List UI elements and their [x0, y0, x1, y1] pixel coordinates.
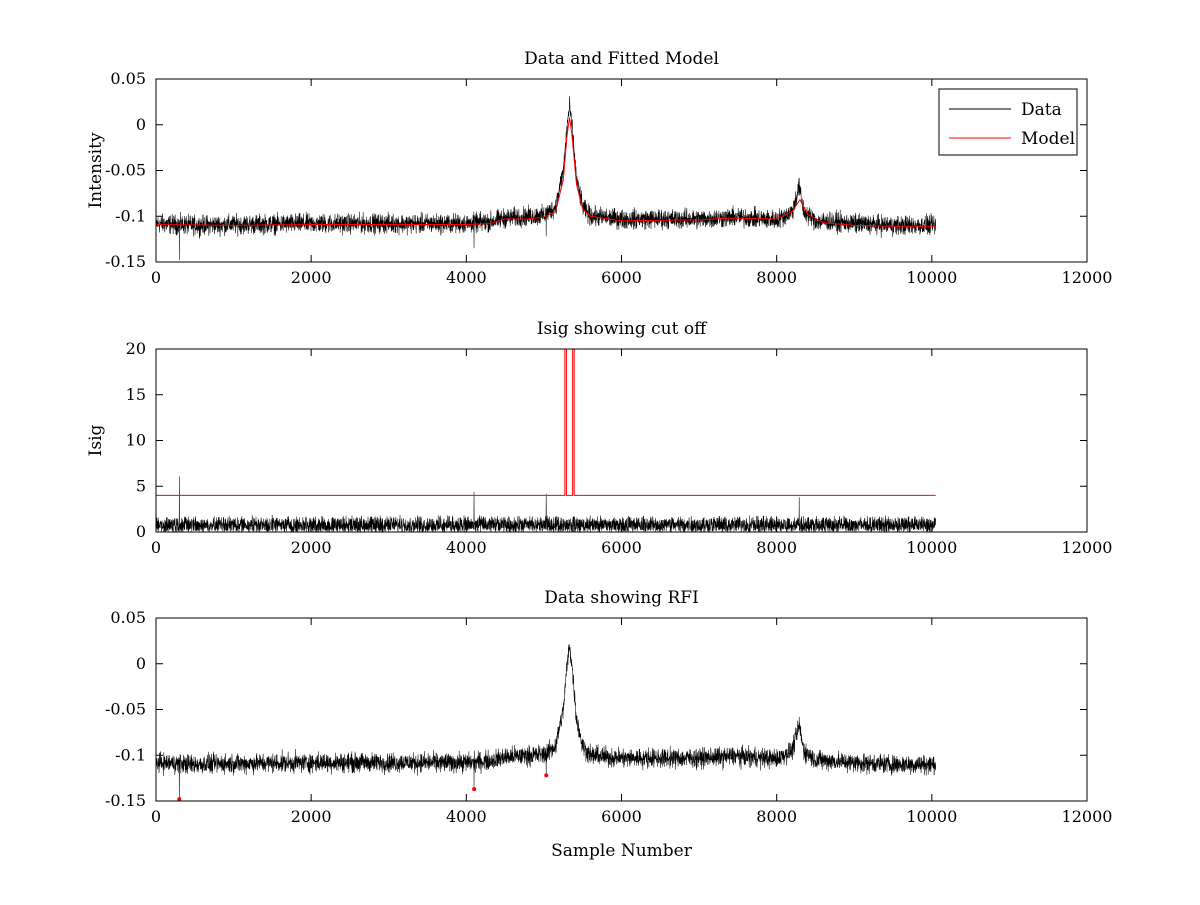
y-tick-label: 0 — [136, 115, 146, 134]
y-tick-label: -0.1 — [115, 206, 146, 225]
series-line-isig — [156, 476, 936, 532]
y-tick-label: 0.05 — [110, 69, 146, 88]
subplot-2: 0 2000 4000 6000 8000 10000 12000 0 5 10 15 20 Isig … — [86, 319, 1112, 557]
series-line-data — [156, 644, 936, 800]
subplot-1: 0 2000 4000 6000 8000 10000 12000 -0.15 -0.1 -0.0… — [86, 49, 1112, 287]
x-tick-label: 8000 — [756, 268, 797, 287]
subplot-3: 0 2000 4000 6000 8000 10000 12000 -0.15 -0.1 -0.0… — [105, 588, 1112, 861]
x-tick-label: 12000 — [1062, 538, 1113, 557]
x-axis-label: Sample Number — [551, 841, 693, 861]
x-tick-label: 4000 — [446, 807, 487, 826]
x-tick-label: 6000 — [601, 268, 642, 287]
legend-label-model: Model — [1021, 129, 1075, 149]
legend-box — [938, 88, 1078, 156]
x-tick-label: 10000 — [906, 538, 957, 557]
y-axis-label: Intensity — [86, 132, 106, 208]
y-tick-label: 20 — [126, 339, 146, 358]
chart-title: Data and Fitted Model — [524, 49, 719, 69]
x-tick-label: 2000 — [291, 807, 332, 826]
x-tick-label: 0 — [151, 538, 161, 557]
y-tick-label: 0.05 — [110, 608, 146, 627]
rfi-point — [472, 787, 477, 792]
x-tick-label: 6000 — [601, 807, 642, 826]
y-tick-label: -0.05 — [105, 161, 146, 180]
y-tick-label: 0 — [136, 654, 146, 673]
x-tick-label: 2000 — [291, 268, 332, 287]
series-line-cut-off — [156, 349, 936, 496]
plot-area — [156, 79, 1087, 262]
x-tick-label: 4000 — [446, 268, 487, 287]
y-tick-label: 5 — [136, 476, 146, 495]
x-tick-label: 10000 — [906, 807, 957, 826]
y-tick-label: -0.15 — [105, 252, 146, 271]
chart-title: Data showing RFI — [544, 588, 699, 608]
legend-label-data: Data — [1021, 100, 1062, 120]
y-tick-label: -0.1 — [115, 745, 146, 764]
y-tick-label: 15 — [126, 385, 146, 404]
x-tick-label: 12000 — [1062, 268, 1113, 287]
rfi-point — [544, 773, 549, 778]
y-tick-label: 10 — [126, 431, 146, 450]
rfi-point — [177, 797, 182, 802]
x-tick-label: 12000 — [1062, 807, 1113, 826]
legend: Data Model — [938, 88, 1078, 156]
x-tick-label: 8000 — [756, 807, 797, 826]
x-tick-label: 6000 — [601, 538, 642, 557]
series-group — [156, 96, 936, 261]
y-tick-label: 0 — [136, 522, 146, 541]
x-tick-label: 0 — [151, 268, 161, 287]
y-tick-label: -0.05 — [105, 700, 146, 719]
y-tick-label: -0.15 — [105, 791, 146, 810]
chart-title: Isig showing cut off — [537, 319, 708, 339]
series-group — [156, 644, 936, 800]
x-tick-label: 2000 — [291, 538, 332, 557]
x-tick-label: 8000 — [756, 538, 797, 557]
x-tick-label: 0 — [151, 807, 161, 826]
x-tick-label: 4000 — [446, 538, 487, 557]
series-group — [156, 349, 936, 532]
x-tick-label: 10000 — [906, 268, 957, 287]
plot-area — [156, 618, 1087, 801]
series-line-model — [156, 117, 936, 227]
plot-area — [156, 349, 1087, 532]
y-axis-label: Isig — [86, 425, 106, 457]
